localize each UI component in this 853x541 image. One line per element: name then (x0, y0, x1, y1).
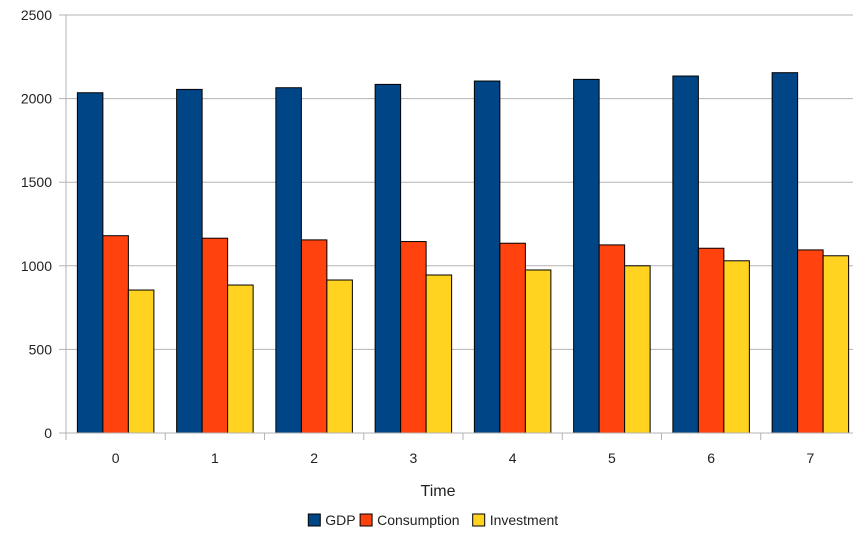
bar-series (76, 72, 850, 434)
bar-consumption-1 (201, 237, 229, 434)
legend: GDP Consumption Investment (307, 512, 559, 528)
bar-consumption-3 (400, 241, 427, 434)
bar-consumption-5 (598, 244, 626, 434)
bar-investment-1 (227, 284, 254, 434)
x-axis-title: Time (421, 483, 456, 500)
bar-investment-5 (624, 265, 651, 434)
y-tick-label: 2500 (21, 7, 52, 23)
bar-investment-7 (822, 255, 850, 434)
x-tick-label: 4 (509, 450, 517, 466)
y-tick-label: 500 (29, 341, 53, 357)
x-tick-label: 3 (409, 450, 417, 466)
bar-gdp-5 (573, 78, 600, 434)
x-tick-label: 7 (806, 450, 814, 466)
x-tick-label: 1 (211, 450, 219, 466)
legend-swatch-investment (472, 513, 486, 527)
bar-gdp-4 (473, 80, 501, 434)
bar-consumption-7 (797, 249, 824, 434)
legend-label-consumption: Consumption (377, 512, 460, 528)
bar-investment-6 (723, 260, 750, 434)
x-tick-label: 0 (112, 450, 120, 466)
x-tick-label: 6 (707, 450, 715, 466)
y-tick-label: 0 (44, 425, 52, 441)
legend-swatch-gdp (307, 513, 321, 527)
bar-investment-3 (425, 274, 453, 434)
x-tick-label: 2 (310, 450, 318, 466)
y-tick-label: 1500 (21, 174, 52, 190)
axes (59, 14, 853, 440)
legend-label-investment: Investment (490, 512, 559, 528)
bar-consumption-4 (499, 242, 526, 434)
y-tick-label: 2000 (21, 91, 52, 107)
bar-gdp-0 (76, 92, 104, 434)
x-tick-labels: 0 1 2 3 4 5 6 7 (112, 450, 815, 466)
y-tick-label: 1000 (21, 258, 52, 274)
bar-gdp-3 (374, 83, 402, 434)
x-tick-label: 5 (608, 450, 616, 466)
bar-consumption-2 (300, 239, 328, 434)
bar-investment-4 (524, 269, 552, 434)
bar-consumption-0 (102, 235, 129, 434)
bar-consumption-6 (697, 247, 725, 434)
bar-gdp-7 (771, 72, 799, 434)
y-tick-labels: 0 500 1000 1500 2000 2500 (21, 7, 52, 441)
bar-investment-2 (326, 279, 353, 434)
bar-gdp-2 (275, 87, 302, 434)
legend-label-gdp: GDP (325, 512, 355, 528)
bar-gdp-6 (672, 75, 699, 434)
legend-swatch-consumption (359, 513, 373, 527)
bar-gdp-1 (176, 88, 203, 434)
bar-investment-0 (127, 289, 155, 434)
